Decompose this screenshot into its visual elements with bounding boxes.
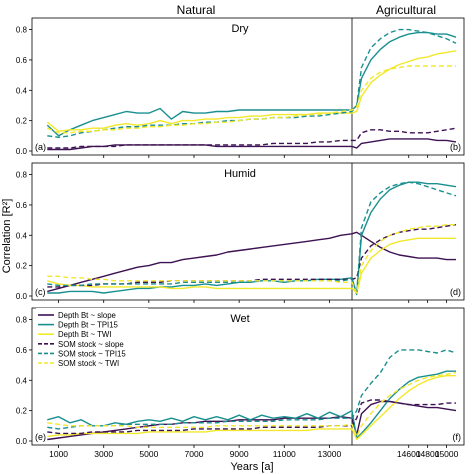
series-line [47,375,456,441]
series-line [47,237,456,294]
y-tick-label: 0.4 [16,231,28,240]
series-line [47,65,456,134]
x-tick-label: 14600 [397,449,421,459]
panel-label-right: (f) [453,432,462,442]
y-tick-label: 0.4 [16,376,28,385]
section-label-natural: Natural [177,3,216,17]
panel-label-left: (a) [35,142,46,152]
legend-entry: Depth Bt ~ TWI [58,330,111,339]
panel-dry: 0.0 0.2 0.4 0.6 0.8 Dry (a) (b) [16,17,465,158]
panels-group: 0.0 0.2 0.4 0.6 0.8 Dry (a) (b) 0.0 0.2 0.4 0.6 0.8 H… [16,17,465,459]
series-line [46,50,457,133]
legend-entry: SOM stock ~ TPI15 [58,349,126,358]
x-tick-label: 9000 [230,449,249,459]
legend-entry: SOM stock ~ TWI [58,359,119,368]
panel-humid: 0.0 0.2 0.4 0.6 0.8 Humid (c) (d) [16,162,465,303]
panel-label-left: (c) [35,287,46,297]
series-line [47,181,457,296]
series-line [47,372,457,438]
panel-title: Humid [224,168,256,180]
y-tick-label: 0.2 [16,262,28,271]
y-tick-label: 0.8 [16,316,28,325]
x-tick-label: 3000 [94,449,113,459]
x-axis-label: Years [a] [230,461,273,473]
x-tick-label: 13000 [318,449,342,459]
y-tick-label: 0.6 [16,201,28,210]
series-line [47,127,457,149]
legend-entry: Depth Bt ~ TPI15 [58,321,119,330]
x-tick-label: 1000 [49,449,68,459]
y-tick-label: 0.4 [16,86,28,95]
panel-label-right: (d) [450,287,461,297]
y-tick-label: 0.8 [16,171,28,180]
y-axis-label: Correlation [R²] [1,199,13,274]
panel-frame [31,162,465,301]
panel-wet: 0.0 0.2 0.4 0.6 0.8 1000 3000 5000 7000 9000 11000… [16,307,465,459]
x-tick-label: 11000 [273,449,296,459]
section-label-agricultural: Agricultural [376,3,436,17]
panel-frame [31,17,465,156]
y-tick-label: 0.2 [16,117,28,126]
series-line [47,181,457,294]
series-line [47,224,457,288]
x-tick-label: 14800 [416,449,440,459]
series-line [47,399,456,435]
y-tick-label: 0.2 [16,407,28,416]
series-line [47,370,456,439]
y-tick-label: 0.0 [16,147,28,156]
series-line [47,138,457,151]
panel-frame [31,307,465,446]
series-line [47,28,457,139]
y-tick-label: 0.0 [16,437,28,446]
panel-label-left: (e) [35,432,46,442]
panel-title: Dry [231,23,249,35]
panel-title: Wet [230,313,249,325]
series-line [47,223,456,294]
x-tick-label: 7000 [185,449,204,459]
legend-entry: Depth Bt ~ slope [58,311,116,320]
legend-entry: SOM stock ~ slope [58,340,124,349]
y-tick-label: 0.6 [16,56,28,65]
series-line [46,31,457,137]
y-tick-label: 0.6 [16,346,28,355]
panel-label-right: (b) [450,142,461,152]
series-line [47,349,457,430]
x-tick-label: 15000 [435,449,459,459]
x-tick-label: 5000 [139,449,158,459]
legend-background [36,308,148,370]
y-tick-label: 0.0 [16,292,28,301]
y-tick-label: 0.8 [16,26,28,35]
series-line [47,231,456,293]
